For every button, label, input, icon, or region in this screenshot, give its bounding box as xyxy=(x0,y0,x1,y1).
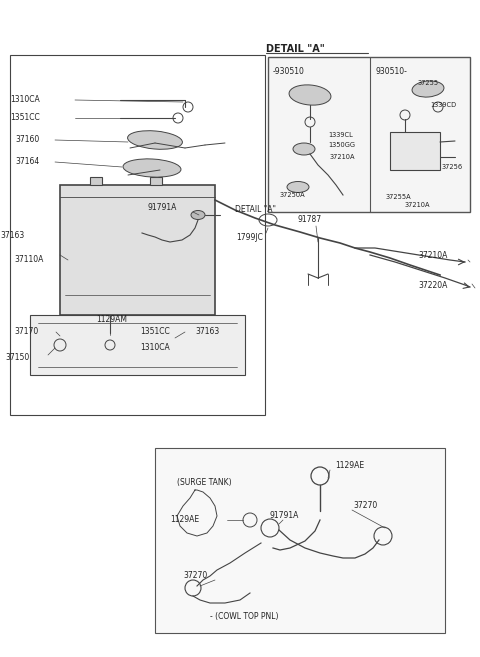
Text: DETAIL "A": DETAIL "A" xyxy=(266,44,325,54)
Text: 37255A: 37255A xyxy=(386,194,412,200)
Ellipse shape xyxy=(293,143,315,155)
Bar xyxy=(155,448,445,633)
Text: 1351CC: 1351CC xyxy=(10,114,40,122)
Text: 91791A: 91791A xyxy=(148,204,178,212)
Text: 37210A: 37210A xyxy=(405,202,431,208)
Text: 37210A: 37210A xyxy=(330,154,356,160)
Bar xyxy=(60,185,215,315)
Bar xyxy=(268,57,470,212)
Text: 37170: 37170 xyxy=(14,327,38,336)
Text: 37270: 37270 xyxy=(183,572,207,581)
Text: 37250A: 37250A xyxy=(280,192,306,198)
Bar xyxy=(90,177,102,185)
Ellipse shape xyxy=(128,131,182,149)
Text: 1310CA: 1310CA xyxy=(140,344,170,353)
Bar xyxy=(390,132,440,170)
Text: 1799JC: 1799JC xyxy=(236,233,263,242)
Text: 1339CD: 1339CD xyxy=(430,102,456,108)
Text: 91787: 91787 xyxy=(298,215,322,225)
Text: 37270: 37270 xyxy=(353,501,377,510)
Bar xyxy=(30,315,245,375)
Text: 1350GG: 1350GG xyxy=(328,142,355,148)
Text: 37163: 37163 xyxy=(195,327,219,336)
Bar xyxy=(10,55,265,415)
Text: 37210A: 37210A xyxy=(418,250,447,260)
Text: DETAIL "A": DETAIL "A" xyxy=(235,206,276,214)
Text: - (COWL TOP PNL): - (COWL TOP PNL) xyxy=(210,612,278,620)
Text: 1129AE: 1129AE xyxy=(335,461,364,470)
Text: 37255: 37255 xyxy=(418,80,439,86)
Ellipse shape xyxy=(289,85,331,105)
Text: -930510: -930510 xyxy=(273,66,305,76)
Text: 37160: 37160 xyxy=(15,135,39,145)
Ellipse shape xyxy=(412,81,444,97)
Text: 1129AE: 1129AE xyxy=(170,516,199,524)
Text: 37163: 37163 xyxy=(0,231,24,240)
Bar xyxy=(150,177,162,185)
Ellipse shape xyxy=(287,181,309,193)
Ellipse shape xyxy=(191,210,205,219)
Text: 1339CL: 1339CL xyxy=(328,132,353,138)
Text: 37256: 37256 xyxy=(442,164,463,170)
Text: 37110A: 37110A xyxy=(14,256,43,265)
Text: 37150: 37150 xyxy=(5,353,29,363)
Text: (SURGE TANK): (SURGE TANK) xyxy=(177,478,232,487)
Text: 1129AM: 1129AM xyxy=(96,315,127,325)
Text: 91791A: 91791A xyxy=(270,512,300,520)
Text: 37220A: 37220A xyxy=(418,281,447,290)
Text: 930510-: 930510- xyxy=(375,66,407,76)
Text: 1310CA: 1310CA xyxy=(10,95,40,104)
Ellipse shape xyxy=(123,159,181,177)
Text: 37164: 37164 xyxy=(15,158,39,166)
Text: 1351CC: 1351CC xyxy=(140,327,170,336)
